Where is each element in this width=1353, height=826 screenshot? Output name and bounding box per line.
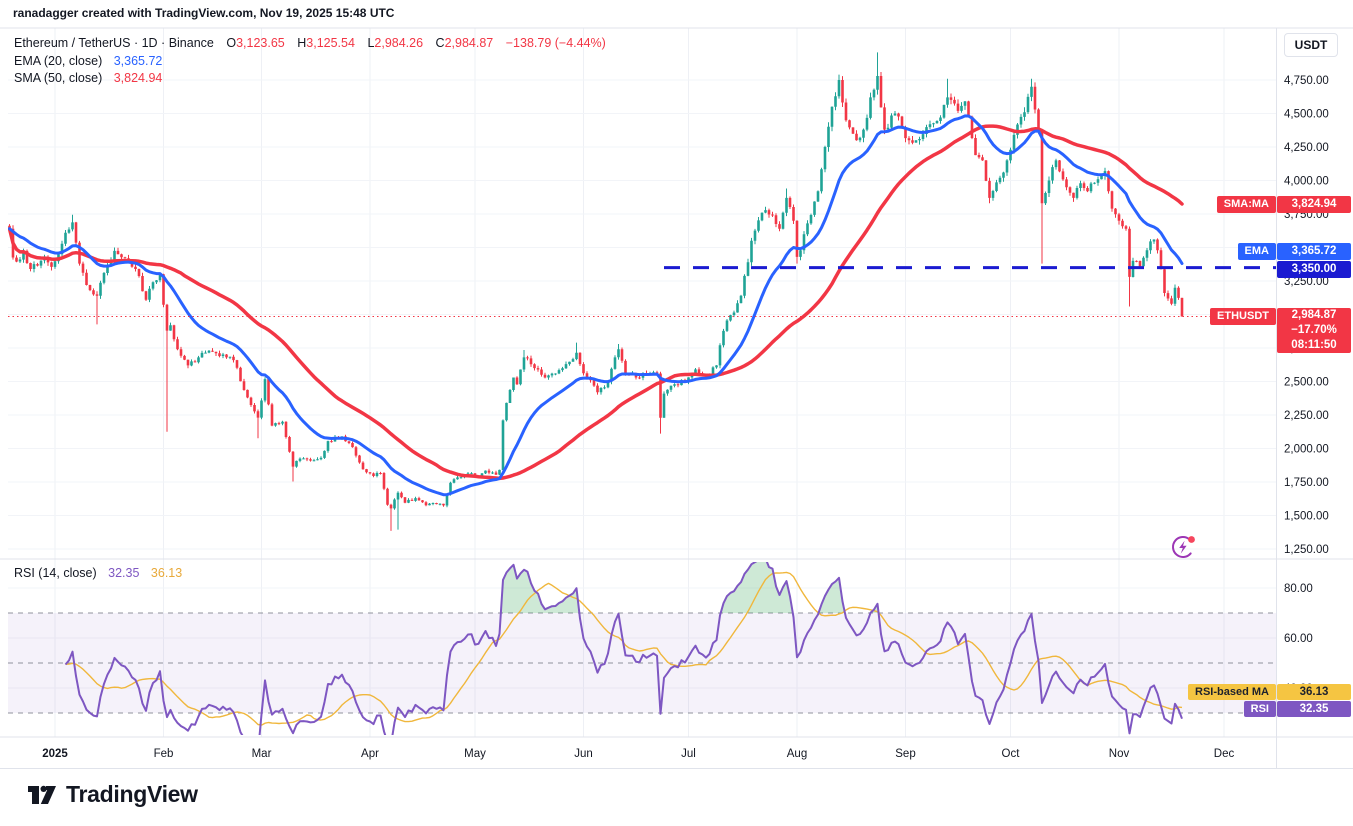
instant-order-button[interactable] (1170, 533, 1198, 561)
sma-float-label: SMA:MA (1216, 196, 1276, 213)
time-axis-label[interactable]: Dec (1214, 748, 1235, 760)
rsi-ma-float-label: RSI-based MA (1188, 684, 1276, 700)
ohlc-close: C2,984.87 (435, 36, 494, 50)
ema-price-badge: 3,365.72 (1277, 243, 1351, 260)
last-price-badge: 2,984.87 −17.70% 08:11:50 (1277, 308, 1351, 353)
symbol-legend-row[interactable]: Ethereum / TetherUS · 1D · Binance O3,12… (14, 35, 606, 53)
price-tick-label: 2,000.00 (1284, 444, 1329, 456)
rsi-badge: 32.35 (1277, 701, 1351, 717)
price-tick-label: 2,500.00 (1284, 377, 1329, 389)
rsi-label: RSI (14, close) (14, 566, 97, 580)
rsi-value: 32.35 (108, 566, 140, 580)
time-axis-label[interactable]: Aug (787, 748, 807, 760)
price-tick-label: 4,500.00 (1284, 109, 1329, 121)
chart-legend: Ethereum / TetherUS · 1D · Binance O3,12… (14, 35, 606, 88)
ema-float-label: EMA (1237, 243, 1276, 260)
time-axis-label[interactable]: Jul (681, 748, 696, 760)
hline-price-badge: 3,350.00 (1277, 260, 1351, 278)
bar-countdown: 08:11:50 (1291, 339, 1337, 351)
price-tick-label: 4,750.00 (1284, 75, 1329, 87)
sma-label: SMA (50, close) (14, 71, 103, 85)
change-value: −138.79 (−4.44%) (505, 36, 606, 50)
time-axis-label[interactable]: May (464, 748, 486, 760)
ohlc-high: H3,125.54 (297, 36, 355, 50)
price-tick-label: 3,250.00 (1284, 276, 1329, 288)
rsi-ma-value: 36.13 (150, 566, 183, 580)
rsi-ma-badge: 36.13 (1277, 684, 1351, 700)
currency-toggle-button[interactable]: USDT (1284, 33, 1338, 57)
tradingview-logo[interactable]: TradingView (27, 781, 198, 808)
price-tick-label: 1,250.00 (1284, 544, 1329, 556)
time-axis-label[interactable]: Sep (895, 748, 915, 760)
price-tick-label: 1,750.00 (1284, 477, 1329, 489)
ohlc-open: O3,123.65 (226, 36, 285, 50)
price-tick-label: 4,000.00 (1284, 176, 1329, 188)
rsi-tick-label: 80.00 (1284, 583, 1313, 595)
price-tick-label: 2,250.00 (1284, 410, 1329, 422)
attribution-note: ranadagger created with TradingView.com,… (13, 6, 395, 20)
price-tick-label: 4,250.00 (1284, 142, 1329, 154)
tradingview-wordmark: TradingView (66, 781, 198, 807)
tradingview-mark-icon (28, 785, 56, 804)
symbol-title[interactable]: Ethereum / TetherUS · 1D · Binance (14, 36, 214, 50)
time-axis-label[interactable]: Jun (574, 748, 593, 760)
sma-legend-row[interactable]: SMA (50, close) 3,824.94 (14, 70, 606, 88)
time-axis-label[interactable]: Nov (1109, 748, 1130, 760)
last-price-change: −17.70% (1291, 324, 1337, 336)
last-price-value: 2,984.87 (1291, 309, 1337, 321)
ohlc-low: L2,984.26 (367, 36, 424, 50)
time-axis-label[interactable]: Feb (154, 748, 174, 760)
price-tick-label: 1,500.00 (1284, 511, 1329, 523)
ema-value: 3,365.72 (113, 53, 163, 68)
rsi-legend-row[interactable]: RSI (14, close) 32.35 36.13 (14, 566, 182, 580)
sma-value: 3,824.94 (113, 71, 163, 85)
time-axis-label[interactable]: Apr (361, 748, 379, 760)
ema-legend-row[interactable]: EMA (20, close) 3,365.72 (14, 53, 606, 71)
symbol-float-label: ETHUSDT (1210, 308, 1276, 325)
time-axis-label[interactable]: 2025 (42, 748, 68, 760)
rsi-float-label: RSI (1243, 701, 1276, 717)
ema-label: EMA (20, close) (14, 53, 103, 68)
sma-price-badge: 3,824.94 (1277, 196, 1351, 213)
time-axis-label[interactable]: Oct (1002, 748, 1021, 760)
rsi-tick-label: 60.00 (1284, 633, 1313, 645)
time-axis-label[interactable]: Mar (252, 748, 272, 760)
lightning-icon (1172, 536, 1195, 558)
